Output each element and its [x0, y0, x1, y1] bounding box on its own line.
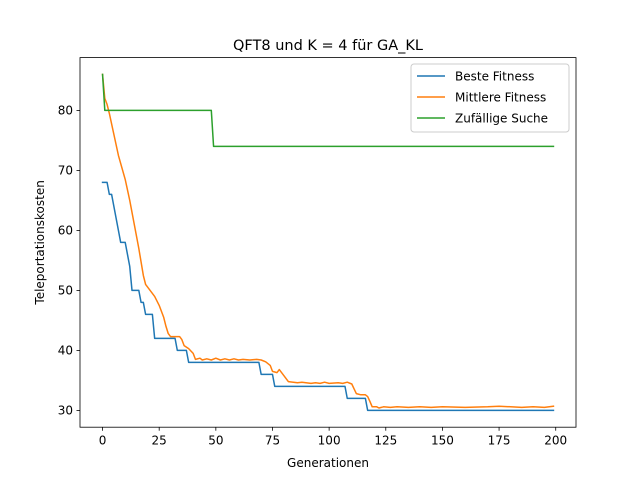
x-tick-label: 200 [544, 434, 567, 448]
y-tick-label: 30 [58, 404, 73, 418]
x-tick-label: 50 [208, 434, 223, 448]
series-line-3 [101, 73, 555, 148]
axes-frame [79, 57, 577, 428]
y-tick-label: 60 [58, 224, 73, 238]
axes-layer: 0 25 50 75 100 125 150 175 200 30 40 50 60 70 80 [58, 57, 577, 448]
x-tick-label: 0 [99, 434, 107, 448]
y-tick-label: 40 [58, 344, 73, 358]
x-tick-label: 175 [488, 434, 511, 448]
legend-label: Zufällige Suche [455, 112, 548, 126]
y-axis-label: Teleportationskosten [33, 180, 47, 305]
series-line-2 [101, 73, 555, 409]
legend-label: Mittlere Fitness [455, 91, 546, 105]
series-line-1 [101, 181, 555, 412]
x-tick-label: 75 [265, 434, 280, 448]
x-tick-label: 100 [318, 434, 341, 448]
x-tick-label: 25 [152, 434, 167, 448]
y-tick-label: 50 [58, 284, 73, 298]
x-tick-label: 125 [374, 434, 397, 448]
legend-box [410, 63, 570, 133]
y-tick-label: 70 [58, 164, 73, 178]
y-tick-label: 80 [58, 104, 73, 118]
x-tick-label: 150 [431, 434, 454, 448]
chart-title: QFT8 und K = 4 für GA_KL [233, 38, 423, 54]
legend-label: Beste Fitness [455, 70, 534, 84]
legend: Beste Fitness Mittlere Fitness Zufällige S… [410, 63, 570, 133]
x-axis-label: Generationen [287, 456, 369, 470]
series-layer [101, 73, 555, 412]
